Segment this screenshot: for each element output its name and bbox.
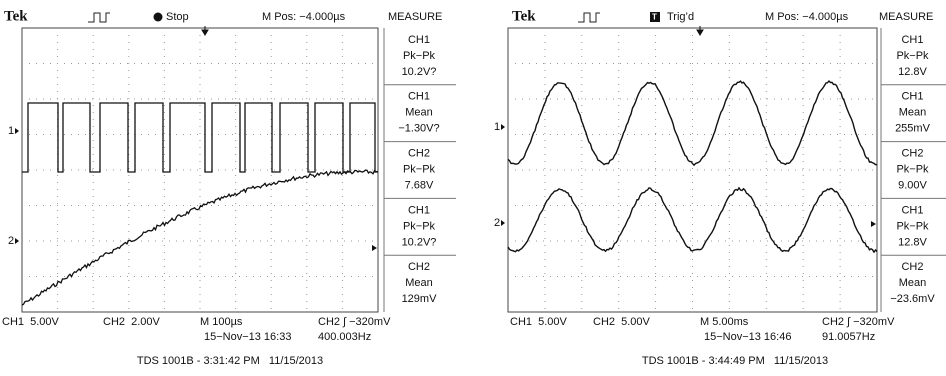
channel-marker: 1 xyxy=(494,121,500,133)
scope-panel: Tek Stop M Pos: −4.000µs MEASURE 1 2 CH1 Pk−Pk 1… xyxy=(2,8,456,366)
caption: TDS 1001B - 3:44:49 PM 11/15/2013 xyxy=(642,355,828,367)
channel-marker: 1 xyxy=(8,125,14,137)
brand: Tek xyxy=(4,8,28,24)
state-icon xyxy=(154,13,163,22)
measure-type: Pk−Pk xyxy=(896,164,929,176)
measure-channel: CH1 xyxy=(408,91,430,103)
measure-type: Mean xyxy=(405,107,433,119)
scope-screenshots: Tek Stop M Pos: −4.000µs MEASURE 1 2 CH1 Pk−Pk 1… xyxy=(0,0,946,371)
ch2-trace xyxy=(508,188,877,252)
trigger-pos-arrow xyxy=(202,26,208,35)
measure-channel: CH2 xyxy=(901,261,923,273)
measure-channel: CH1 xyxy=(901,91,923,103)
measure-type: Pk−Pk xyxy=(896,220,929,232)
acq-state: Trig’d xyxy=(667,11,694,23)
timebase: M 100µs xyxy=(200,316,243,328)
measure-value: 7.68V xyxy=(405,180,434,192)
measure-type: Pk−Pk xyxy=(896,50,929,62)
measure-value: −1.30V? xyxy=(398,123,439,135)
caption: TDS 1001B - 3:31:42 PM 11/15/2013 xyxy=(137,355,323,367)
measure-value: 9.00V xyxy=(898,180,927,192)
measure-type: Mean xyxy=(899,277,927,289)
trigger-pos-arrow xyxy=(697,26,703,35)
ch1-scale: CH1 5.00V xyxy=(510,316,568,328)
channel-arrow xyxy=(15,128,19,134)
measure-channel: CH1 xyxy=(408,34,430,46)
measure-channel: CH2 xyxy=(901,148,923,160)
measure-type: Pk−Pk xyxy=(403,50,436,62)
measure-value: 255mV xyxy=(895,123,931,135)
trigger-level-arrow xyxy=(871,221,876,227)
measure-value: 10.2V? xyxy=(402,66,437,78)
measure-channel: CH2 xyxy=(408,261,430,273)
channel-arrow xyxy=(15,238,19,244)
ch2-scale: CH2 5.00V xyxy=(593,316,651,328)
datetime: 15−Nov−13 16:33 xyxy=(204,331,291,343)
position: M Pos: −4.000µs xyxy=(262,11,346,23)
measure-value: 12.8V xyxy=(898,236,927,248)
brand: Tek xyxy=(512,8,536,24)
ch1-scale: CH1 5.00V xyxy=(2,316,60,328)
trigger-icon xyxy=(578,13,600,22)
trigger-icon xyxy=(88,13,110,22)
measure-channel: CH1 xyxy=(901,34,923,46)
measure-title: MEASURE xyxy=(879,11,933,23)
state-icon-glyph: T xyxy=(652,13,657,22)
measure-type: Pk−Pk xyxy=(403,164,436,176)
timebase: M 5.00ms xyxy=(700,316,749,328)
measure-value: −23.6mV xyxy=(890,293,935,305)
frequency: 91.0057Hz xyxy=(822,331,875,343)
ch1-trace xyxy=(508,81,877,165)
measure-type: Mean xyxy=(405,277,433,289)
datetime: 15−Nov−13 16:46 xyxy=(704,331,791,343)
channel-marker: 2 xyxy=(494,217,500,229)
channel-arrow xyxy=(501,124,505,130)
measure-value: 12.8V xyxy=(898,66,927,78)
measure-channel: CH1 xyxy=(901,204,923,216)
scope-panel: Tek T Trig’d M Pos: −4.000µs MEASURE 1 2 CH1 Pk−… xyxy=(494,8,946,366)
measure-type: Pk−Pk xyxy=(403,220,436,232)
measure-channel: CH2 xyxy=(408,148,430,160)
channel-arrow xyxy=(501,220,505,226)
measure-value: 129mV xyxy=(402,293,438,305)
measure-value: 10.2V? xyxy=(402,236,437,248)
ch2-trace xyxy=(22,170,378,305)
trigger-level-arrow xyxy=(372,245,377,251)
ch2-scale: CH2 2.00V xyxy=(103,316,161,328)
measure-type: Mean xyxy=(899,107,927,119)
channel-marker: 2 xyxy=(8,235,14,247)
measure-title: MEASURE xyxy=(388,11,442,23)
trigger-setting: CH2 ∫ −320mV xyxy=(822,316,895,328)
trigger-setting: CH2 ∫ −320mV xyxy=(318,316,391,328)
measure-channel: CH1 xyxy=(408,204,430,216)
acq-state: Stop xyxy=(166,11,189,23)
position: M Pos: −4.000µs xyxy=(765,11,849,23)
frequency: 400.003Hz xyxy=(318,331,371,343)
